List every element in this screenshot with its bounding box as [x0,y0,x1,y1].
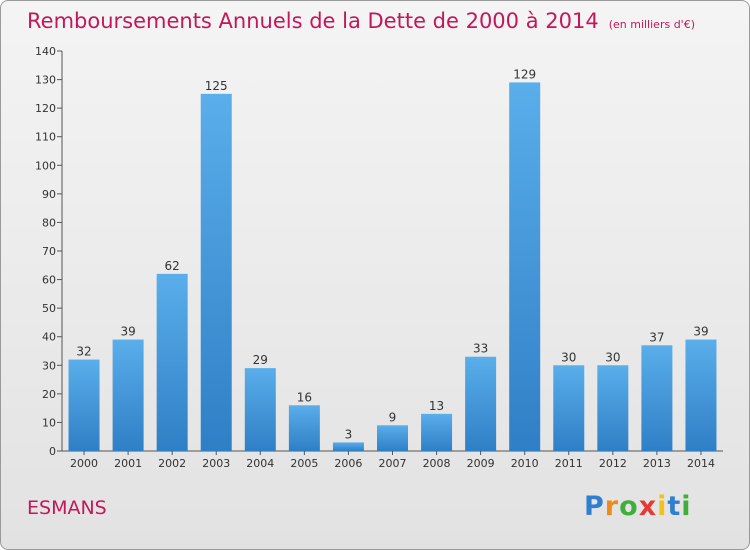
y-axis: 0 10 20 30 40 50 60 70 80 90 100 110 120 130 140 [35,45,723,458]
y-tick-label: 40 [42,331,56,344]
bar-value-label: 129 [513,67,536,81]
bar [685,339,717,451]
y-tick-label: 80 [42,216,56,229]
x-tick-label: 2007 [379,457,407,470]
bar [641,345,673,451]
bar-value-label: 16 [297,390,312,404]
x-tick-label: 2010 [511,457,539,470]
bar-value-label: 62 [165,259,180,273]
bar-value-label: 30 [605,350,620,364]
y-tick-label: 20 [42,388,56,401]
bar-value-label: 9 [389,410,397,424]
x-tick-label: 2004 [246,457,274,470]
logo-letter: x [638,491,658,522]
chart-title: Remboursements Annuels de la Dette de 20… [27,9,599,33]
chart-subtitle: (en milliers d'€) [608,18,695,31]
y-tick-label: 140 [35,45,56,58]
bar-value-label: 3 [345,427,353,441]
x-tick-label: 2003 [202,457,230,470]
x-tick-label: 2014 [687,457,715,470]
y-tick-label: 50 [42,302,56,315]
proxiti-logo: Proxiti [584,491,692,522]
x-tick-label: 2011 [555,457,583,470]
bar-value-label: 39 [120,325,135,339]
y-tick-label: 100 [35,159,56,172]
bar [200,93,232,451]
x-tick-label: 2009 [467,457,495,470]
bar [421,413,453,451]
bar-value-label: 32 [76,345,91,359]
logo-letter: i [681,491,692,522]
y-tick-label: 130 [35,74,56,87]
y-tick-label: 120 [35,102,56,115]
logo-letter: r [604,491,620,522]
bar [332,442,364,451]
bar [68,359,100,451]
y-tick-label: 110 [35,131,56,144]
y-tick-label: 60 [42,274,56,287]
bar [112,339,144,451]
x-axis: 2000 2001 2002 2003 2004 2005 2006 2007 2008 2009… [70,451,715,470]
commune-name: ESMANS [27,497,107,519]
x-tick-label: 2008 [423,457,451,470]
bar [377,425,408,451]
bar-value-label: 33 [473,342,488,356]
logo-letter: t [667,491,682,522]
x-tick-label: 2012 [599,457,627,470]
bar-value-label: 39 [693,325,708,339]
x-tick-label: 2001 [114,457,142,470]
x-tick-label: 2000 [70,457,98,470]
bar-value-label: 125 [205,79,228,93]
x-tick-label: 2005 [290,457,318,470]
bar [288,405,320,451]
x-tick-label: 2002 [158,457,186,470]
bar [156,273,188,451]
bar [465,356,497,451]
bar-value-label: 37 [649,330,664,344]
bar-value-label: 29 [253,353,268,367]
logo-letter: P [584,491,605,522]
x-tick-label: 2006 [334,457,362,470]
bar [597,365,629,451]
logo-letter: o [619,491,639,522]
bar [553,365,585,451]
bar [244,368,276,451]
y-tick-label: 30 [42,359,56,372]
bar [509,82,541,451]
y-tick-label: 0 [49,445,56,458]
y-tick-label: 10 [42,416,56,429]
y-tick-label: 90 [42,188,56,201]
logo-letter: i [657,491,668,522]
x-tick-label: 2013 [643,457,671,470]
chart-title-block: Remboursements Annuels de la Dette de 20… [27,9,695,33]
y-tick-label: 70 [42,245,56,258]
bar-value-label: 13 [429,399,444,413]
bar-value-label: 30 [561,350,576,364]
